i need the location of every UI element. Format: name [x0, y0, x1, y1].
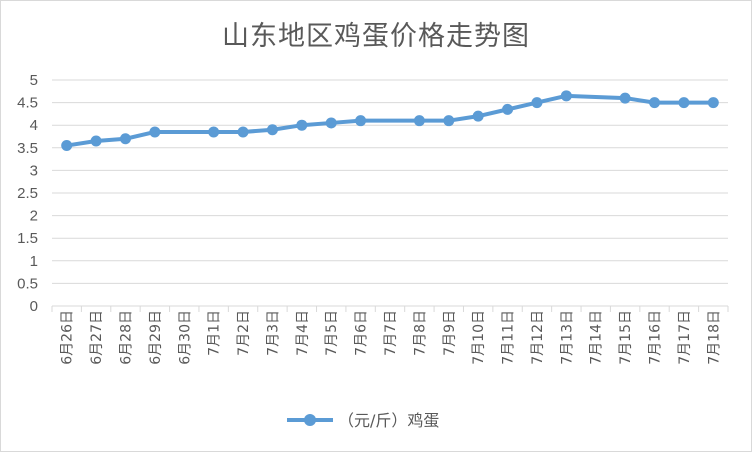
y-tick-label: 2.5 [17, 185, 38, 202]
data-point [531, 97, 543, 109]
x-tick-label: 7月5日 [324, 310, 340, 356]
x-tick-label: 7月6日 [354, 310, 370, 356]
data-point [560, 90, 572, 102]
data-point [355, 115, 367, 127]
data-point [266, 124, 278, 136]
x-axis: 6月26日 6月27日 6月28日 6月29日 6月30日 7月1日 7月2日 7月3日 7月4… [51, 306, 729, 365]
x-tick-label: 7月12日 [530, 310, 546, 365]
x-tick-label: 7月9日 [442, 310, 458, 356]
y-tick-label: 4 [30, 117, 38, 134]
data-point [208, 126, 220, 138]
x-tick-label: 7月3日 [265, 310, 281, 356]
y-tick-label: 3.5 [17, 140, 38, 157]
y-tick-label: 1 [30, 253, 38, 270]
y-tick-label: 0.5 [17, 275, 38, 292]
y-tick-label: 4.5 [17, 95, 38, 112]
y-tick-label: 2 [30, 208, 38, 225]
gridlines [52, 79, 728, 307]
data-point [502, 103, 514, 115]
data-point [119, 133, 131, 145]
x-tick-label: 7月11日 [501, 310, 517, 365]
x-tick-label: 7月8日 [412, 310, 428, 356]
x-tick-label: 7月4日 [295, 310, 311, 356]
data-point [619, 92, 631, 104]
x-tick-label: 7月1日 [207, 310, 223, 356]
x-tick-label: 6月30日 [177, 310, 193, 365]
data-point [61, 140, 73, 152]
data-point [649, 97, 661, 109]
x-tick-label: 7月16日 [648, 310, 664, 365]
data-point [413, 115, 425, 127]
data-point [90, 135, 102, 147]
chart-title: 山东地区鸡蛋价格走势图 [222, 21, 530, 52]
data-point [443, 115, 455, 127]
x-tick-label: 7月14日 [589, 310, 605, 365]
x-tick-label: 6月28日 [118, 310, 134, 365]
data-point [678, 97, 690, 109]
y-axis: 0 0.5 1 1.5 2 2.5 3 3.5 4 4.5 5 [17, 72, 38, 315]
legend: （元/斤）鸡蛋 [287, 411, 439, 430]
y-tick-label: 0 [30, 298, 38, 315]
data-point [237, 126, 249, 138]
legend-label: （元/斤）鸡蛋 [338, 411, 439, 430]
data-point [296, 119, 308, 131]
x-tick-label: 7月10日 [471, 310, 487, 365]
y-tick-label: 3 [30, 162, 38, 179]
x-tick-label: 7月15日 [618, 310, 634, 365]
series-layer [61, 90, 719, 152]
x-tick-label: 6月29日 [148, 310, 164, 365]
x-tick-label: 6月26日 [60, 310, 76, 365]
x-tick-label: 7月2日 [236, 310, 252, 356]
x-tick-label: 7月13日 [559, 310, 575, 365]
series-line [66, 93, 714, 148]
y-tick-label: 5 [30, 72, 38, 89]
x-tick-label: 6月27日 [89, 310, 105, 365]
data-point [707, 97, 719, 109]
y-tick-label: 1.5 [17, 230, 38, 247]
data-point [325, 117, 337, 129]
x-tick-label: 7月17日 [677, 310, 693, 365]
data-point [472, 110, 484, 122]
data-point [149, 126, 161, 138]
x-tick-label: 7月7日 [383, 310, 399, 356]
x-tick-label: 7月18日 [706, 310, 722, 365]
legend-marker-swatch [304, 414, 316, 426]
